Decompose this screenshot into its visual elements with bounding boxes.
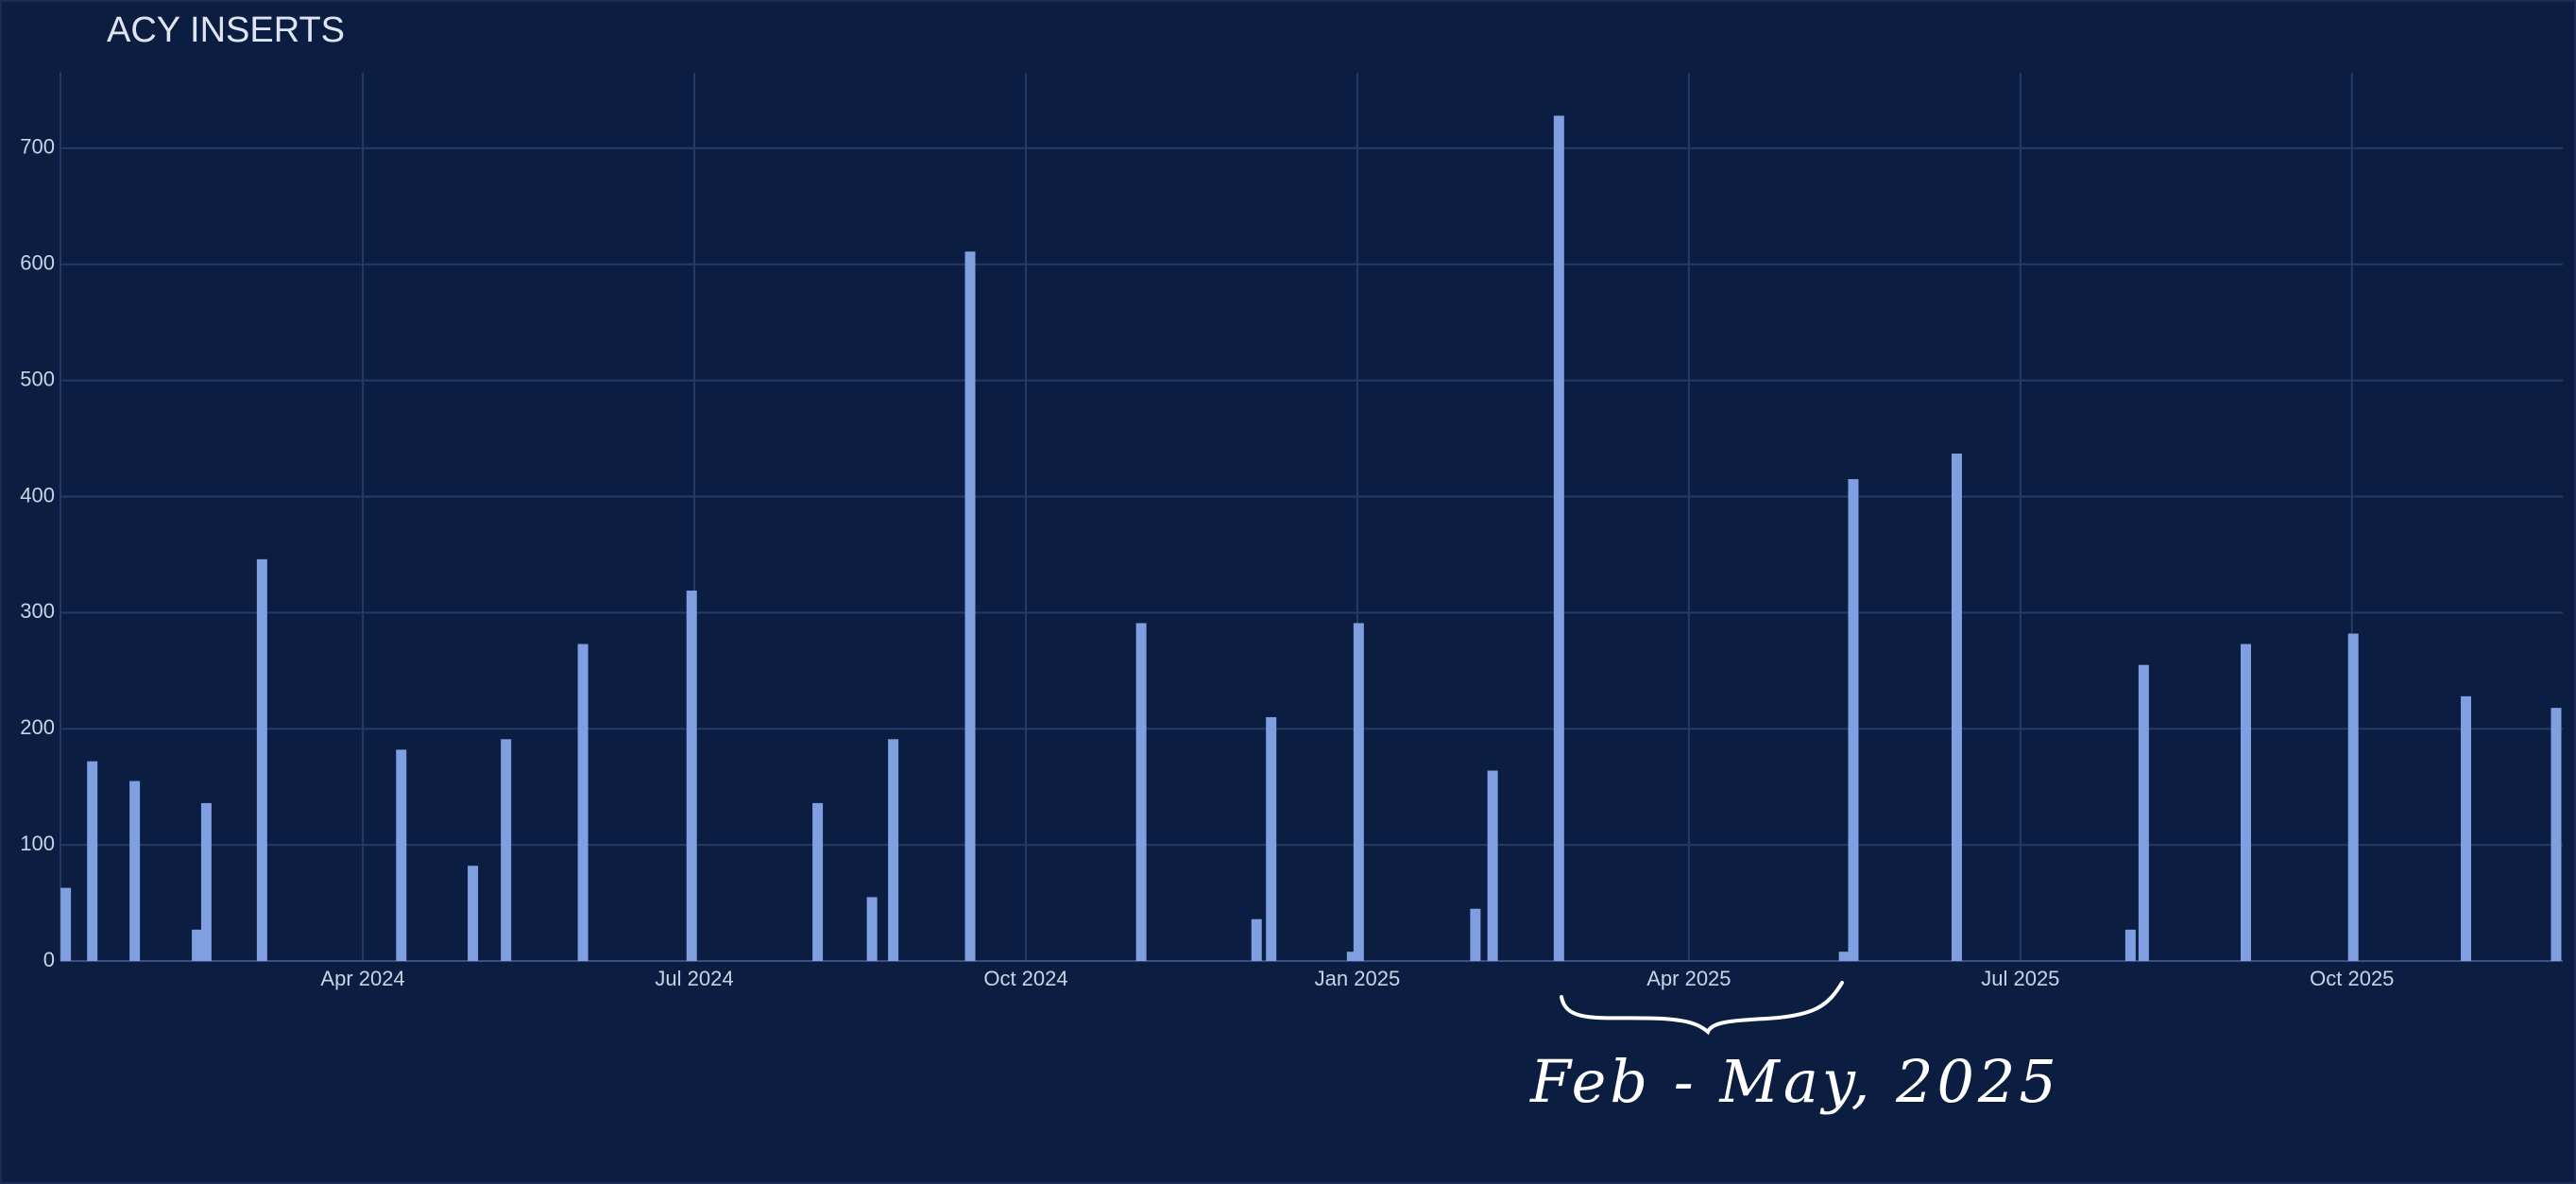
bar xyxy=(200,802,212,961)
bar xyxy=(501,739,512,961)
annotation: Feb - May, 2025 xyxy=(1529,1047,2060,1116)
y-tick-label: 500 xyxy=(20,367,55,390)
y-tick-label: 400 xyxy=(20,483,55,506)
bar xyxy=(866,897,878,961)
bar xyxy=(1470,908,1481,961)
bar xyxy=(1838,952,1850,961)
bar xyxy=(192,929,203,961)
x-tick-label: Jul 2025 xyxy=(1981,967,2059,990)
bar xyxy=(468,866,479,961)
chart-title: ACY INSERTS xyxy=(107,10,345,50)
annotation-brace xyxy=(1560,981,1844,1036)
bar xyxy=(1951,454,1962,961)
bar xyxy=(888,739,899,961)
bar xyxy=(2550,708,2562,961)
bar xyxy=(686,591,697,961)
bar xyxy=(1353,623,1364,961)
bar xyxy=(256,558,267,961)
y-tick-label: 100 xyxy=(20,832,55,855)
bar xyxy=(577,643,589,961)
y-tick-label: 700 xyxy=(20,135,55,159)
bar xyxy=(2347,633,2359,961)
x-tick-label: Jul 2024 xyxy=(655,967,733,990)
y-tick-label: 600 xyxy=(20,251,55,275)
bar xyxy=(1251,918,1262,961)
bar xyxy=(87,761,98,961)
y-tick-label: 200 xyxy=(20,715,55,739)
x-tick-label: Oct 2025 xyxy=(2310,967,2394,990)
bar xyxy=(2138,664,2149,961)
bar xyxy=(2461,695,2472,961)
bar xyxy=(2240,643,2251,961)
bar xyxy=(60,887,72,961)
bar xyxy=(1487,770,1498,961)
bar xyxy=(1346,952,1357,961)
bar xyxy=(396,749,407,961)
x-tick-label: Apr 2024 xyxy=(320,967,404,990)
bar xyxy=(129,781,141,961)
bar xyxy=(1848,479,1859,961)
bar xyxy=(2124,929,2136,961)
x-tick-label: Oct 2024 xyxy=(983,967,1067,990)
bar xyxy=(1266,716,1277,961)
bar xyxy=(1553,115,1564,961)
x-tick-label: Jan 2025 xyxy=(1315,967,1401,990)
bar xyxy=(964,251,976,961)
bar xyxy=(1135,623,1147,961)
bar xyxy=(812,802,824,961)
y-tick-label: 0 xyxy=(43,948,55,971)
x-tick-label: Apr 2025 xyxy=(1646,967,1731,990)
y-tick-label: 300 xyxy=(20,599,55,623)
